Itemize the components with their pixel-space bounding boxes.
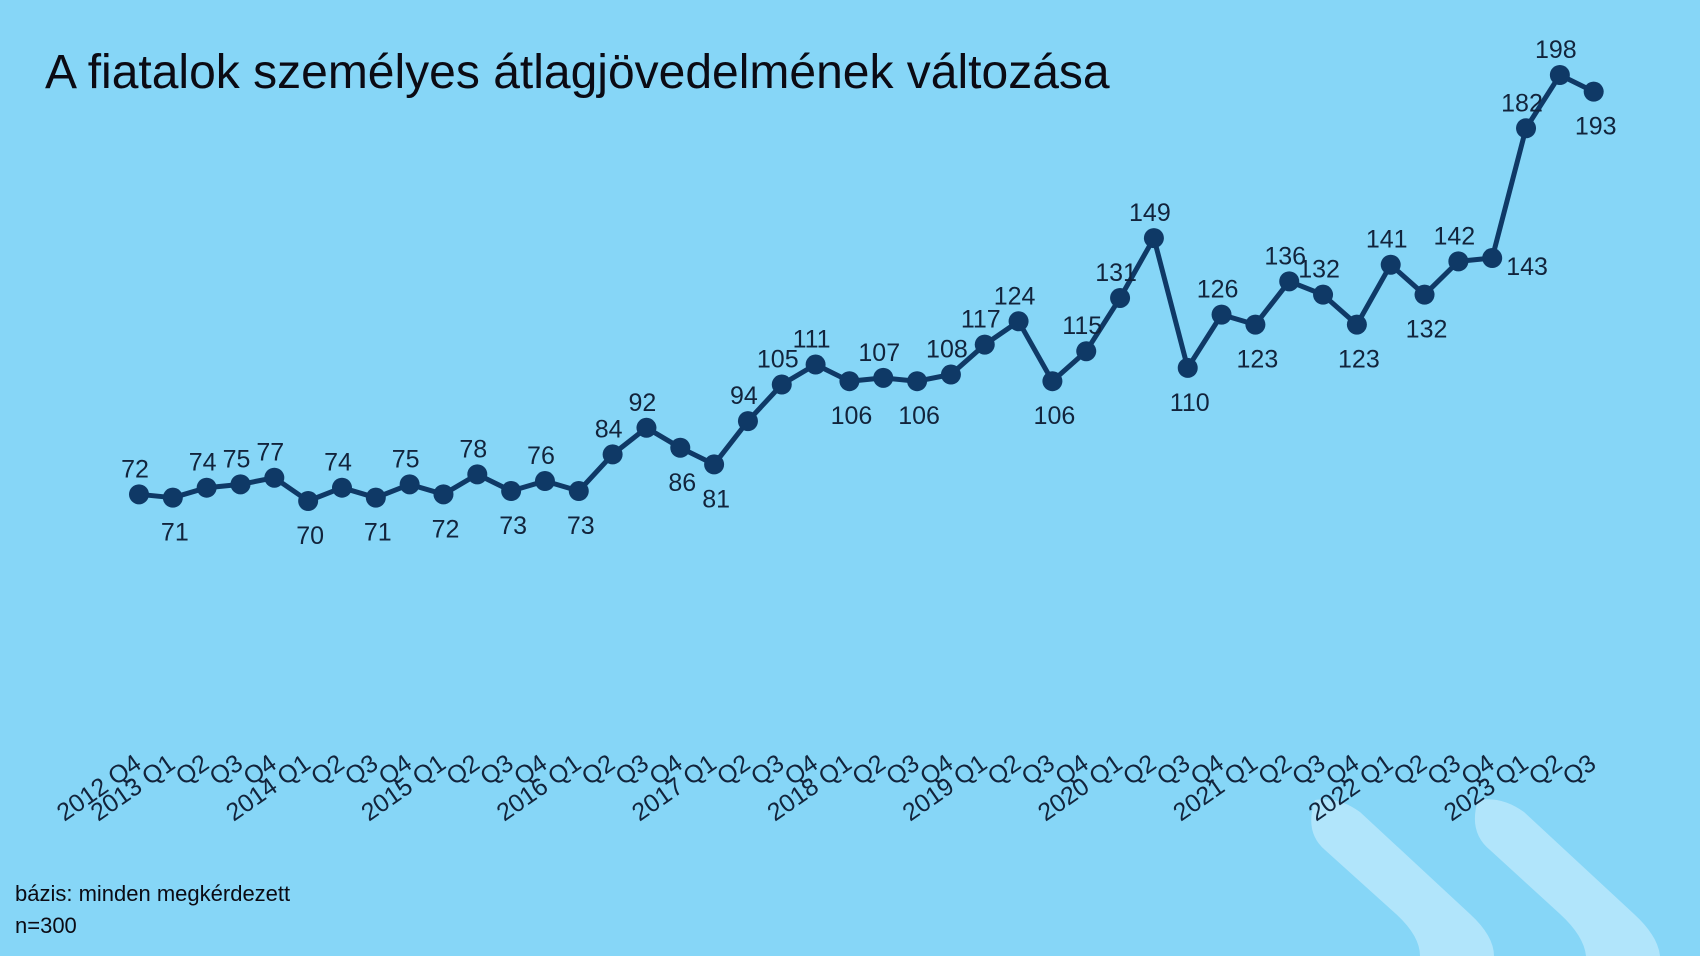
data-point [1076, 341, 1097, 362]
data-point [873, 367, 894, 388]
data-label: 71 [364, 519, 392, 547]
data-point [1313, 284, 1334, 305]
data-label: 124 [994, 282, 1036, 310]
data-point [839, 371, 860, 392]
data-label: 198 [1535, 36, 1577, 64]
data-point [230, 474, 251, 495]
data-point [1211, 304, 1232, 325]
data-point [365, 487, 386, 508]
data-point [670, 437, 691, 458]
footnote-base: bázis: minden megkérdezett [15, 881, 290, 906]
data-label: 74 [189, 449, 217, 477]
data-label: 70 [296, 522, 324, 550]
data-label: 123 [1237, 346, 1279, 374]
data-point [1042, 371, 1063, 392]
data-point [501, 481, 522, 502]
data-label: 106 [831, 402, 873, 430]
data-label: 77 [256, 439, 284, 467]
data-label: 73 [499, 512, 527, 540]
data-point [1279, 271, 1300, 292]
data-label: 132 [1406, 316, 1448, 344]
data-point [602, 444, 623, 465]
data-point [1110, 287, 1131, 308]
chevron-decoration [1311, 799, 1660, 956]
data-point [1482, 248, 1503, 269]
data-point [162, 487, 183, 508]
data-label: 141 [1366, 226, 1408, 254]
data-label: 149 [1129, 199, 1171, 227]
data-point [129, 484, 149, 505]
data-point [636, 417, 657, 438]
data-label: 182 [1501, 89, 1543, 117]
data-point [399, 474, 420, 495]
series-line [136, 72, 1597, 504]
data-point [771, 374, 792, 395]
chart-title: A fiatalok személyes átlagjövedelmének v… [45, 46, 1110, 99]
data-label: 115 [1062, 312, 1102, 340]
x-tick-label: Q3 [1558, 749, 1601, 791]
data-label: 71 [161, 519, 189, 547]
data-point [1008, 311, 1029, 332]
data-point [534, 471, 555, 492]
data-label: 110 [1170, 389, 1210, 417]
data-label: 106 [898, 402, 940, 430]
data-point [433, 484, 454, 505]
data-label: 72 [432, 515, 460, 543]
data-label: 131 [1095, 259, 1137, 287]
data-label: 76 [527, 442, 555, 470]
data-point [1380, 254, 1401, 275]
data-point [1448, 251, 1469, 272]
data-label: 111 [793, 326, 831, 354]
data-point [704, 454, 725, 475]
data-point [907, 371, 928, 392]
data-label: 75 [223, 445, 251, 473]
data-label: 107 [858, 339, 900, 367]
data-point [805, 354, 826, 375]
data-point [974, 334, 995, 355]
data-point [940, 364, 961, 385]
data-label: 193 [1575, 113, 1617, 141]
data-label: 75 [392, 445, 420, 473]
data-label: 74 [324, 449, 352, 477]
data-label: 84 [595, 415, 623, 443]
data-point [331, 477, 352, 498]
data-point [298, 491, 319, 511]
data-label: 72 [121, 455, 149, 483]
data-point [1245, 314, 1266, 335]
data-point [1177, 357, 1198, 378]
data-point [1414, 284, 1435, 305]
data-label: 105 [757, 346, 799, 374]
data-point [1143, 228, 1164, 249]
data-point [1516, 118, 1537, 139]
data-label: 92 [629, 389, 657, 417]
data-label: 73 [567, 512, 595, 540]
data-label: 143 [1506, 253, 1548, 281]
footnote-n: n=300 [15, 913, 77, 938]
data-point [568, 481, 589, 502]
data-point [467, 464, 488, 485]
data-label: 106 [1034, 402, 1076, 430]
data-label: 136 [1264, 242, 1306, 270]
data-label: 126 [1197, 276, 1239, 304]
data-point [1346, 314, 1367, 335]
data-point [737, 411, 758, 432]
data-label: 94 [730, 382, 758, 410]
data-point [264, 467, 285, 488]
data-points [129, 65, 1604, 511]
data-label: 81 [702, 485, 730, 513]
data-point [1583, 81, 1604, 102]
data-label: 117 [961, 306, 1001, 334]
data-label: 78 [459, 435, 487, 463]
data-point [196, 477, 217, 498]
data-label: 108 [926, 336, 968, 364]
data-label: 86 [668, 469, 696, 497]
data-label: 132 [1298, 256, 1340, 284]
data-point [1549, 65, 1570, 85]
data-label: 123 [1338, 346, 1380, 374]
data-label: 142 [1434, 222, 1476, 250]
